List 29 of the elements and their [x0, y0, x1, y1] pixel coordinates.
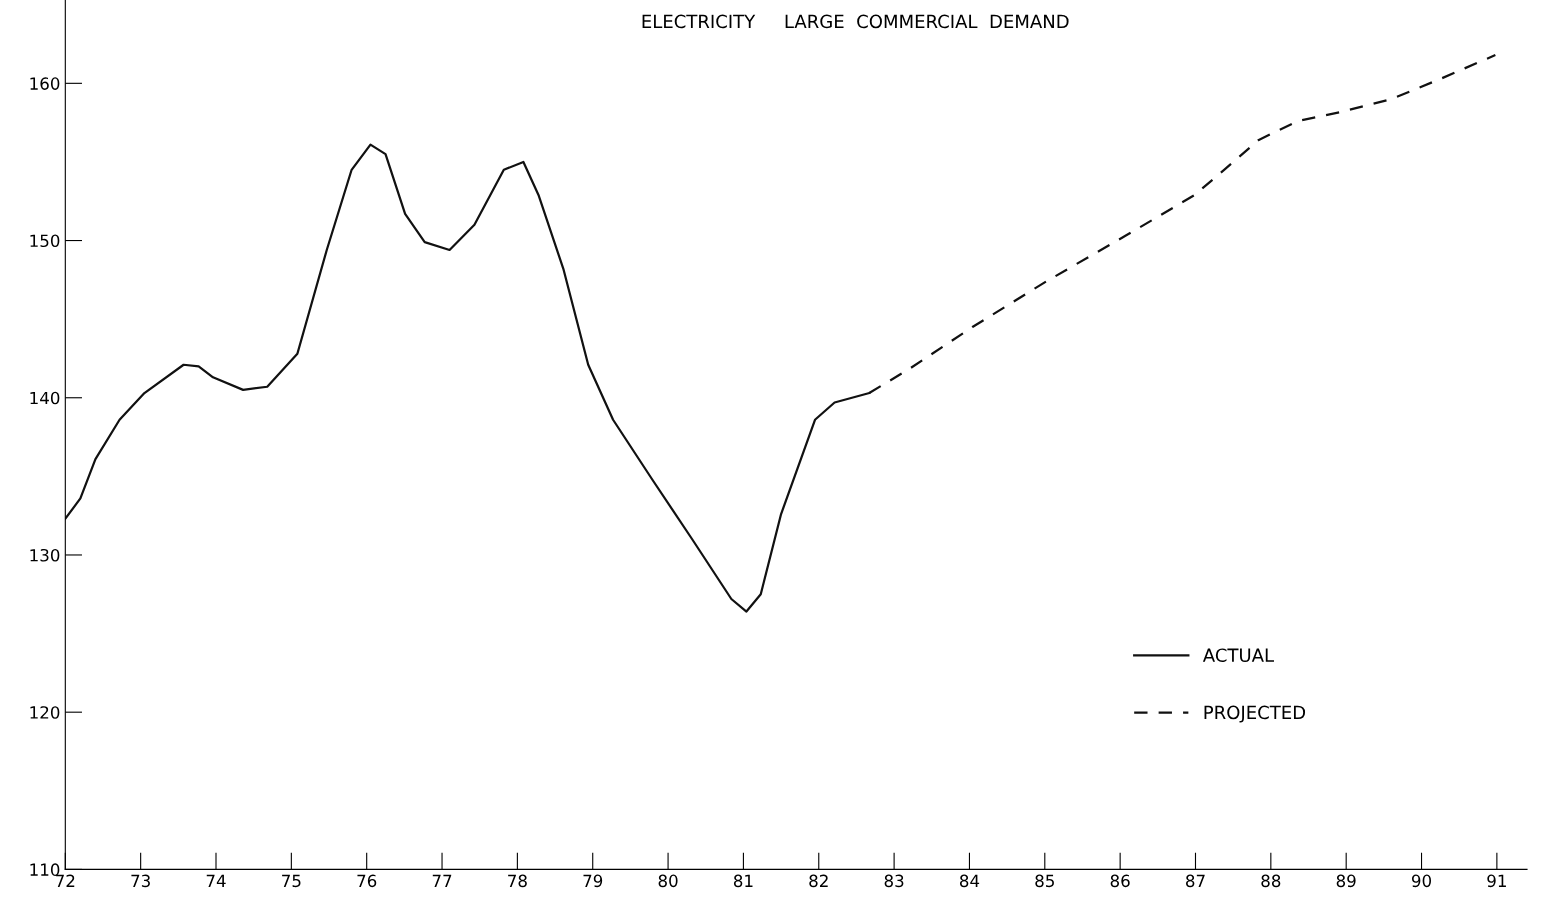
x-tick-label: 90 [1411, 874, 1432, 888]
x-tick-label: 89 [1336, 874, 1356, 888]
x-tick-label: 85 [1035, 874, 1054, 888]
y-tick-label: 160 [30, 77, 60, 90]
y-tick-label: 120 [30, 706, 60, 719]
x-tick-label: 88 [1261, 874, 1281, 888]
legend-label: ACTUAL [1202, 648, 1274, 663]
x-tick-label: 84 [959, 874, 980, 888]
x-tick-label: 76 [357, 874, 377, 888]
y-tick-label: 150 [30, 234, 60, 248]
y-tick-label: 110 [30, 863, 60, 876]
x-tick-label: 73 [131, 874, 150, 888]
x-tick-label: 72 [56, 874, 75, 887]
x-tick-label: 86 [1110, 874, 1130, 888]
x-tick-label: 91 [1487, 874, 1506, 888]
text: ELECTRICITY LARGE COMMERCIAL DEMAND [642, 14, 1069, 29]
y-tick-label: 140 [30, 391, 60, 405]
y-tick-label: 130 [30, 548, 60, 562]
x-tick-label: 79 [583, 874, 603, 888]
x-tick-label: 81 [733, 874, 753, 888]
x-tick-label: 75 [282, 874, 301, 888]
x-tick-label: 80 [658, 874, 678, 888]
x-tick-label: 82 [809, 874, 828, 888]
x-tick-label: 87 [1186, 874, 1205, 888]
legend-label: PROJECTED [1204, 705, 1306, 723]
x-tick-label: 77 [432, 874, 452, 887]
x-tick-label: 83 [884, 874, 904, 888]
x-tick-label: 74 [206, 874, 226, 887]
x-tick-label: 78 [508, 874, 527, 888]
